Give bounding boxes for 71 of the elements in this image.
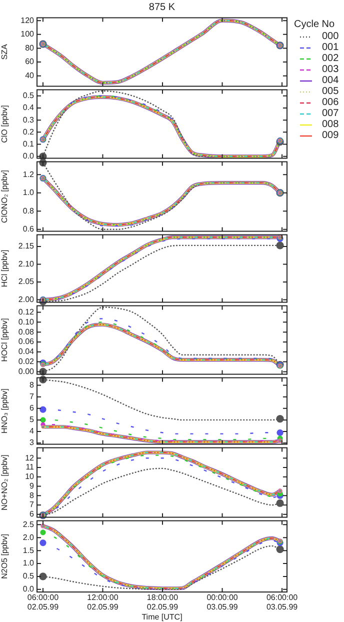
- y-tick-label: 10: [25, 472, 35, 482]
- y-tick-label: 8: [30, 380, 35, 390]
- legend-label: 009: [322, 130, 339, 141]
- y-tick-label: 0.10: [18, 317, 35, 326]
- y-tick-label: 0.06: [18, 337, 35, 346]
- y-tick-label: 0.3: [22, 115, 35, 124]
- x-tick-label: 00:00:00 03.05.99: [206, 593, 238, 612]
- y-tick-label: 2.10: [18, 259, 35, 268]
- legend-label: 000: [322, 31, 339, 42]
- legend-label: 008: [322, 119, 339, 130]
- y-axis-title: N2O5 [ppbv]: [0, 534, 10, 579]
- y-tick-label: 7: [30, 392, 35, 402]
- y-tick-label: 0.5: [22, 572, 35, 581]
- y-tick-label: 0.08: [18, 327, 35, 336]
- y-tick-label: 3: [30, 438, 35, 448]
- y-tick-label: 0.02: [18, 357, 35, 366]
- legend-label: 004: [322, 75, 339, 86]
- y-tick-label: 11: [26, 462, 35, 472]
- legend-label: 007: [322, 108, 339, 119]
- y-axis-title: HOCl [ppbv]: [0, 318, 10, 362]
- y-tick-label: 7: [30, 500, 35, 510]
- y-tick-label: 2.05: [18, 277, 35, 286]
- y-axis-title: ClONO₂ [ppbv]: [0, 170, 10, 223]
- y-tick-label: 2.5: [22, 520, 35, 529]
- legend-label: 003: [322, 64, 339, 75]
- y-tick-label: 0.0: [22, 152, 35, 161]
- legend-label: 001: [322, 42, 339, 53]
- y-tick-label: 0.00: [18, 366, 35, 376]
- y-tick-label: 0.04: [18, 347, 35, 356]
- y-axis-title: HCl [ppbv]: [0, 250, 10, 288]
- x-tick-label: 12:00:00 02.05.99: [87, 593, 119, 612]
- y-tick-label: 2.0: [22, 532, 35, 542]
- y-tick-label: 1.0: [22, 558, 35, 568]
- y-tick-label: 40: [25, 71, 35, 80]
- y-tick-label: 0.1: [22, 139, 35, 148]
- legend-label: 005: [322, 86, 339, 97]
- y-tick-label: 2.00: [18, 294, 35, 304]
- y-tick-label: 2.15: [18, 242, 35, 251]
- chart-title: 875 K: [148, 2, 176, 13]
- y-tick-label: 0.2: [22, 127, 35, 136]
- y-tick-label: 0.8: [22, 206, 35, 216]
- y-axis-title: HNO₃ [ppbv]: [0, 388, 10, 434]
- x-tick-label: 18:00:00 02.05.99: [146, 593, 179, 612]
- y-tick-label: 1.0: [22, 188, 35, 198]
- y-tick-label: 0.0: [22, 584, 35, 594]
- y-tick-label: 9: [30, 481, 35, 490]
- y-tick-label: 0.5: [22, 91, 35, 100]
- y-tick-label: 1.2: [22, 170, 35, 179]
- legend-label: 006: [322, 97, 339, 108]
- y-tick-label: 80: [25, 43, 35, 52]
- y-axis-title: ClO [ppbv]: [0, 105, 10, 143]
- legend-title: Cycle No: [294, 19, 336, 30]
- y-tick-label: 8: [30, 490, 35, 500]
- y-tick-label: 12: [25, 453, 35, 462]
- y-tick-label: 5: [30, 415, 35, 424]
- y-tick-label: 4: [30, 426, 35, 436]
- x-tick-label: 06:00:00 02.05.99: [27, 593, 60, 612]
- y-axis-title: NO+NO₂ [ppbv]: [0, 454, 10, 510]
- y-tick-label: 0.4: [22, 103, 35, 112]
- y-tick-label: 0.12: [18, 307, 35, 316]
- y-tick-label: 6: [30, 510, 35, 519]
- legend-label: 002: [322, 53, 339, 64]
- y-tick-label: 100: [20, 30, 35, 39]
- x-axis-title: Time [UTC]: [142, 612, 182, 622]
- y-tick-label: 1.5: [22, 546, 35, 555]
- y-tick-label: 120: [20, 16, 35, 25]
- y-tick-label: 60: [25, 57, 35, 66]
- y-tick-label: 6: [30, 404, 35, 413]
- y-tick-label: 0.6: [22, 224, 35, 234]
- x-tick-label: 06:00:00 03.05.99: [266, 593, 298, 612]
- y-axis-title: SZA: [0, 44, 10, 60]
